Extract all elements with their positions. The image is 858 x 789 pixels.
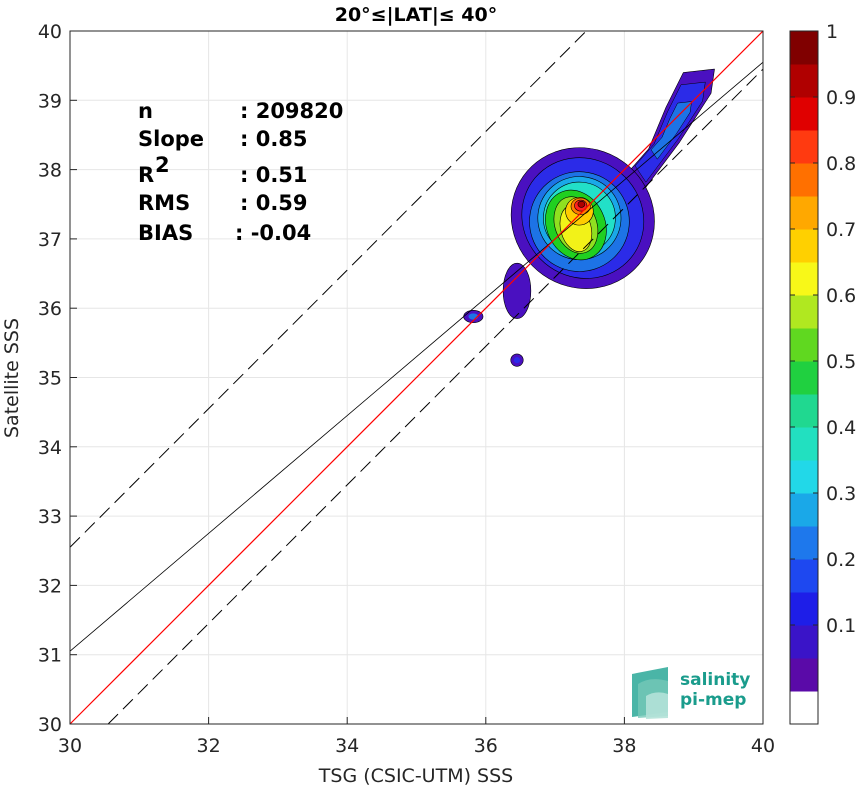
colorbar-segment — [790, 328, 818, 362]
colorbar-segment — [790, 163, 818, 197]
colorbar-segment — [790, 295, 818, 329]
one-to-one-line — [69, 30, 764, 725]
y-tick-label: 32 — [38, 575, 62, 597]
colorbar-segment — [790, 493, 818, 527]
colorbar-segment — [790, 526, 818, 560]
chart-title: 20°≤|LAT|≤ 40° — [335, 4, 498, 26]
x-tick-label: 40 — [751, 735, 775, 757]
colorbar-tick-label: 0.5 — [826, 351, 856, 373]
y-tick-label: 35 — [38, 368, 62, 390]
y-axis-ticks: 30 31 32 33 34 35 36 37 38 39 40 — [38, 21, 77, 736]
stat-value: : 0.85 — [240, 127, 308, 151]
x-tick-label: 32 — [197, 735, 221, 757]
y-axis-label: Satellite SSS — [1, 318, 23, 438]
stat-label: BIAS — [138, 221, 193, 245]
colorbar-segment — [790, 658, 818, 692]
stat-label: R — [138, 163, 154, 187]
x-tick-label: 34 — [335, 735, 359, 757]
colorbar-segment — [790, 559, 818, 593]
stat-label: Slope — [138, 127, 204, 151]
y-tick-label: 39 — [38, 90, 62, 112]
y-tick-label: 37 — [38, 229, 62, 251]
y-tick-label: 38 — [38, 160, 62, 182]
colorbar-segment — [790, 31, 818, 65]
colorbar-segment — [790, 394, 818, 428]
stat-value: : 209820 — [240, 99, 343, 123]
colorbar-tick-label: 0.8 — [826, 153, 856, 175]
x-axis-label: TSG (CSIC-UTM) SSS — [318, 765, 513, 787]
lower-dashed-line — [107, 68, 764, 725]
y-tick-label: 30 — [38, 714, 62, 736]
colorbar-tick-label: 0.9 — [826, 87, 856, 109]
y-tick-label: 36 — [38, 298, 62, 320]
y-tick-label: 40 — [38, 21, 62, 43]
y-tick-label: 31 — [38, 645, 62, 667]
reference-lines — [69, 30, 764, 725]
x-tick-label: 30 — [58, 735, 82, 757]
colorbar-segment — [790, 625, 818, 659]
upper-dashed-line — [69, 30, 587, 548]
salinity-pi-mep-logo: salinity pi-mep — [632, 667, 750, 719]
logo-line1: salinity — [680, 670, 750, 690]
logo-line2: pi-mep — [680, 690, 746, 710]
stat-value: : 0.59 — [240, 191, 308, 215]
colorbar-tick-label: 0.2 — [826, 549, 856, 571]
x-tick-label: 36 — [474, 735, 498, 757]
colorbar-segment — [790, 196, 818, 230]
colorbar-segment — [790, 130, 818, 164]
colorbar-segment — [790, 361, 818, 395]
colorbar-tick-label: 0.4 — [826, 417, 856, 439]
colorbar-tick-label: 0.7 — [826, 219, 856, 241]
colorbar-segment — [790, 229, 818, 263]
density-tail-inner — [650, 101, 692, 160]
colorbar: 0.1 0.2 0.3 0.4 0.5 0.6 0.7 0.8 0.9 1 — [789, 21, 856, 725]
x-tick-label: 38 — [612, 735, 636, 757]
colorbar-tick-label: 1 — [826, 21, 838, 43]
stats-box: n : 209820 Slope : 0.85 R 2 : 0.51 RMS : 0.59 BIA… — [138, 99, 343, 245]
stat-value: : -0.04 — [235, 221, 311, 245]
colorbar-tick-label: 0.3 — [826, 483, 856, 505]
density-island-core — [513, 357, 521, 364]
colorbar-segment — [790, 592, 818, 626]
density-contours — [463, 68, 715, 367]
density-contour-0.95 — [577, 200, 586, 208]
stat-label-sup: 2 — [155, 153, 170, 177]
stat-value: : 0.51 — [240, 163, 308, 187]
logo-mark-icon — [632, 667, 668, 719]
regression-line — [69, 61, 764, 652]
x-axis-ticks: 30 32 34 36 38 40 — [58, 717, 775, 757]
stat-label: n — [138, 99, 153, 123]
colorbar-segment — [790, 691, 818, 725]
colorbar-segment — [790, 427, 818, 461]
stat-label: RMS — [138, 191, 190, 215]
colorbar-segment — [790, 262, 818, 296]
colorbar-segment — [790, 64, 818, 98]
colorbar-frame — [789, 30, 819, 725]
colorbar-segment — [790, 97, 818, 131]
y-tick-label: 34 — [38, 437, 62, 459]
colorbar-tick-label: 0.6 — [826, 285, 856, 307]
y-tick-label: 33 — [38, 506, 62, 528]
colorbar-segment — [790, 460, 818, 494]
colorbar-tick-label: 0.1 — [826, 615, 856, 637]
